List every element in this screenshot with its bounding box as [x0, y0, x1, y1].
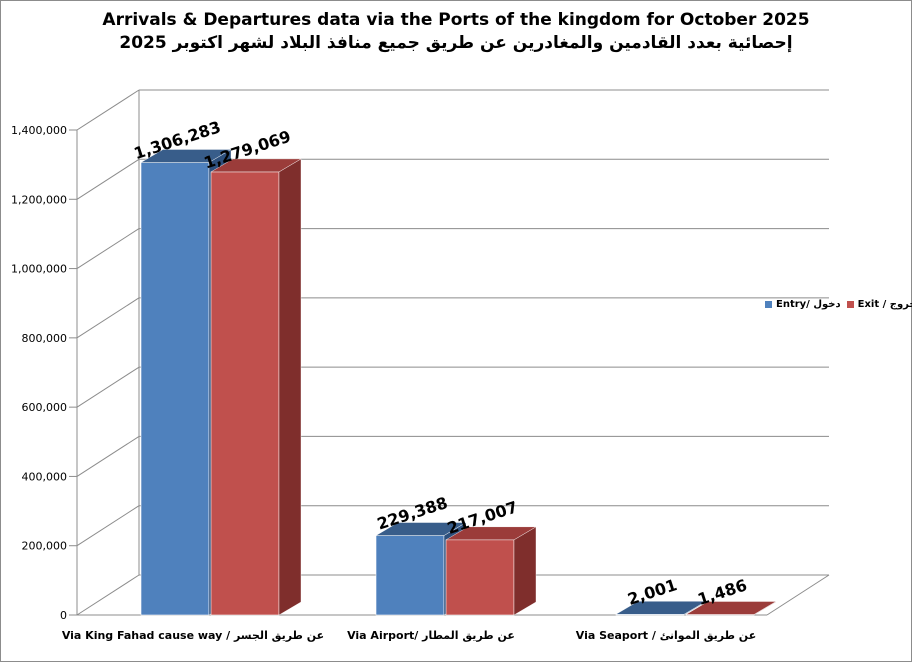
legend: Entry/ دخول Exit / خروج	[765, 299, 912, 310]
bar-exit-1	[445, 526, 537, 616]
bar-front	[140, 162, 210, 616]
bar-top	[140, 149, 232, 163]
gridline-side-0	[76, 574, 140, 616]
bar-front	[375, 535, 445, 616]
chart-subtitle: إحصائية بعدد القادمين والمغادرين عن طريق…	[119, 33, 793, 53]
bar-top	[445, 526, 537, 541]
x-category-label: Via Airport/ عن طريق المطار	[347, 629, 515, 642]
legend-swatch-entry	[765, 301, 772, 308]
gridline-side-4	[76, 297, 140, 339]
gridline-side-2	[76, 436, 140, 477]
x-category-label: Via King Fahad cause way / عن طريق الجسر	[62, 629, 324, 642]
gridline-side-6	[76, 158, 140, 200]
legend-item-exit: Exit / خروج	[846, 299, 912, 310]
bars	[140, 149, 777, 616]
bar-top	[375, 522, 467, 536]
y-tick-label: 200,000	[22, 540, 68, 553]
legend-label-exit: Exit / خروج	[857, 299, 912, 310]
floor-right-edge	[766, 574, 830, 616]
y-tick-label: 600,000	[22, 401, 68, 414]
y-tick-label: 400,000	[22, 470, 68, 483]
x-category-label: Via Seaport / عن طريق الموانئ	[576, 629, 756, 642]
legend-swatch-exit	[846, 301, 854, 308]
bar-front	[210, 171, 280, 616]
chart-title: Arrivals & Departures data via the Ports…	[102, 10, 810, 30]
gridline-side-5	[76, 228, 140, 269]
y-tick-label: 1,200,000	[11, 193, 67, 206]
gridline-side-1	[76, 505, 140, 547]
bar-entry-2	[615, 600, 707, 616]
bar-top	[615, 601, 707, 615]
bar-exit-2	[685, 601, 777, 616]
gridline-side-7	[76, 89, 140, 131]
y-tick-label: 1,000,000	[11, 263, 67, 276]
y-tick-label: 1,400,000	[11, 124, 67, 137]
bar-side	[513, 526, 537, 616]
legend-item-entry: Entry/ دخول	[765, 299, 841, 310]
y-tick-label: 800,000	[22, 332, 68, 345]
bar-side	[278, 158, 302, 616]
gridline-side-3	[76, 366, 140, 408]
y-tick-label: 0	[60, 609, 67, 622]
legend-label-entry: Entry/ دخول	[776, 299, 841, 310]
chart-title-block: Arrivals & Departures data via the Ports…	[1, 9, 911, 55]
bar-front	[445, 539, 515, 616]
bar-top	[685, 601, 777, 615]
bar-top	[210, 158, 302, 173]
bar-exit-0	[210, 158, 302, 616]
